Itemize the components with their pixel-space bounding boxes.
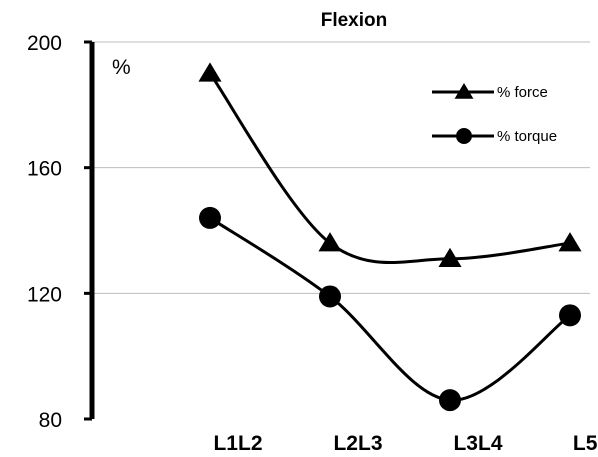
data-point-torque-2 (439, 389, 461, 412)
data-point-force-1 (318, 232, 342, 252)
legend-label: % force (497, 84, 548, 101)
y-tick-label: 160 (27, 158, 62, 181)
x-axis-labels: L1L2 L2L3 L3L4 L5S1 (213, 432, 598, 455)
y-tick-label: 80 (39, 409, 62, 432)
y-axis-label: % (112, 56, 131, 79)
legend-triangle-marker (454, 83, 474, 99)
legend: % force % torque (432, 83, 557, 145)
data-point-force-3 (558, 232, 582, 252)
data-point-torque-3 (559, 304, 581, 327)
data-point-torque-1 (319, 285, 341, 308)
series-line-0 (208, 72, 571, 265)
legend-label: % torque (497, 128, 557, 145)
x-tick-label: L5S1 (573, 432, 598, 455)
x-tick-label: L1L2 (213, 432, 262, 455)
x-tick-label: L2L3 (333, 432, 382, 455)
chart-title: Flexion (321, 10, 388, 31)
data-point-force-2 (438, 247, 462, 268)
y-axis: 80 120 160 200 (27, 32, 95, 432)
y-tick-label: 120 (27, 283, 62, 306)
data-point-torque-0 (199, 206, 221, 229)
x-tick-label: L3L4 (453, 432, 502, 455)
y-tick-label: 200 (27, 32, 62, 55)
data-point-force-0 (198, 62, 222, 82)
legend-circle-marker (456, 128, 472, 144)
series-layer (198, 62, 582, 412)
gridlines (92, 41, 590, 294)
series-line-1 (209, 216, 571, 402)
